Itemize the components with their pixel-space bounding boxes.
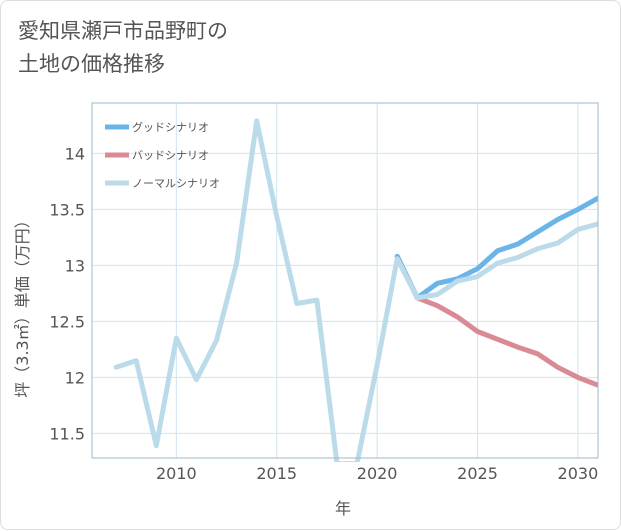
x-tick-label-2025: 2025	[457, 464, 498, 483]
y-tick-label-12-5: 12.5	[49, 312, 85, 331]
series-line-bad	[394, 253, 598, 388]
legend-label-good: グッドシナリオ	[132, 120, 209, 134]
legend-label-normal: ノーマルシナリオ	[132, 177, 220, 190]
series-lines	[113, 118, 598, 462]
x-axis-title: 年	[335, 499, 351, 518]
chart-title-line-1: 愛知県瀬戸市品野町の	[18, 19, 228, 43]
y-tick-label-14: 14	[65, 144, 85, 163]
x-tick-label-2030: 2030	[558, 464, 599, 483]
grid	[92, 103, 598, 458]
y-axis-title: 坪（3.3㎡）単価（万円）	[13, 212, 32, 397]
y-tick-label-11-5: 11.5	[49, 424, 85, 443]
series-line-normal	[113, 118, 598, 462]
x-tick-label-2020: 2020	[357, 464, 398, 483]
x-axis-ticks: 2010 2015 2020 2025 2030	[156, 464, 598, 483]
y-tick-label-13-5: 13.5	[49, 200, 85, 219]
y-tick-label-13: 13	[65, 256, 85, 275]
x-tick-label-2010: 2010	[156, 464, 197, 483]
x-tick-label-2015: 2015	[256, 464, 297, 483]
chart-title: 愛知県瀬戸市品野町の 土地の価格推移	[18, 15, 228, 81]
plot-area-border	[91, 102, 599, 459]
y-tick-label-12: 12	[65, 368, 85, 387]
legend-label-bad: バッドシナリオ	[132, 149, 209, 162]
chart-title-line-2: 土地の価格推移	[18, 52, 165, 76]
series-line-good	[394, 195, 598, 301]
y-axis-ticks: 11.5 12 12.5 13 13.5 14	[49, 144, 85, 443]
